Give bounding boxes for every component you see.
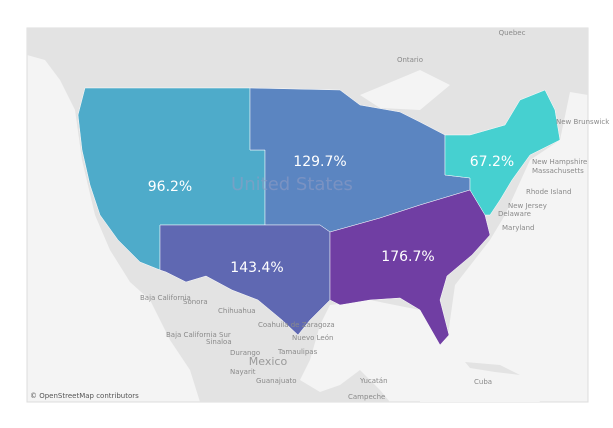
region-value-label: 67.2% — [470, 154, 514, 170]
place-label: Nuevo León — [292, 334, 333, 342]
place-label: Mexico — [249, 355, 288, 368]
place-label: Tamaulipas — [277, 348, 318, 356]
island — [465, 362, 520, 375]
place-label: New Jersey — [508, 202, 547, 210]
place-label: Baja California Sur — [166, 331, 231, 339]
region-value-label: 176.7% — [381, 249, 434, 265]
place-label: Sonora — [183, 298, 208, 306]
place-label: United States — [231, 174, 353, 195]
place-label: Nayarit — [230, 368, 256, 376]
place-label: Chihuahua — [218, 307, 256, 315]
region-value-label: 96.2% — [148, 179, 192, 195]
region-value-label: 129.7% — [293, 154, 346, 170]
attribution: © OpenStreetMap contributors — [30, 392, 139, 400]
place-label: Campeche — [348, 393, 385, 401]
place-label: New Hampshire — [532, 158, 587, 166]
place-label: Durango — [230, 349, 260, 357]
lake — [360, 70, 450, 110]
place-label: Coahuila de Zaragoza — [258, 321, 335, 329]
place-label: Guanajuato — [256, 377, 297, 385]
place-label: Quebec — [499, 29, 526, 37]
place-label: Baja California — [140, 294, 191, 302]
place-label: Yucatán — [359, 377, 388, 385]
place-label: Maryland — [502, 224, 534, 232]
water — [420, 370, 540, 402]
region — [329, 189, 491, 346]
place-label: Massachusetts — [532, 167, 584, 175]
place-label: New Brunswick — [556, 118, 610, 126]
place-label: Ontario — [397, 56, 423, 64]
region — [444, 89, 561, 216]
place-label: Sinaloa — [206, 338, 232, 346]
region-value-label: 143.4% — [230, 260, 283, 276]
place-label: Delaware — [498, 210, 531, 218]
place-label: Cuba — [474, 378, 492, 386]
place-label: Rhode Island — [526, 188, 571, 196]
